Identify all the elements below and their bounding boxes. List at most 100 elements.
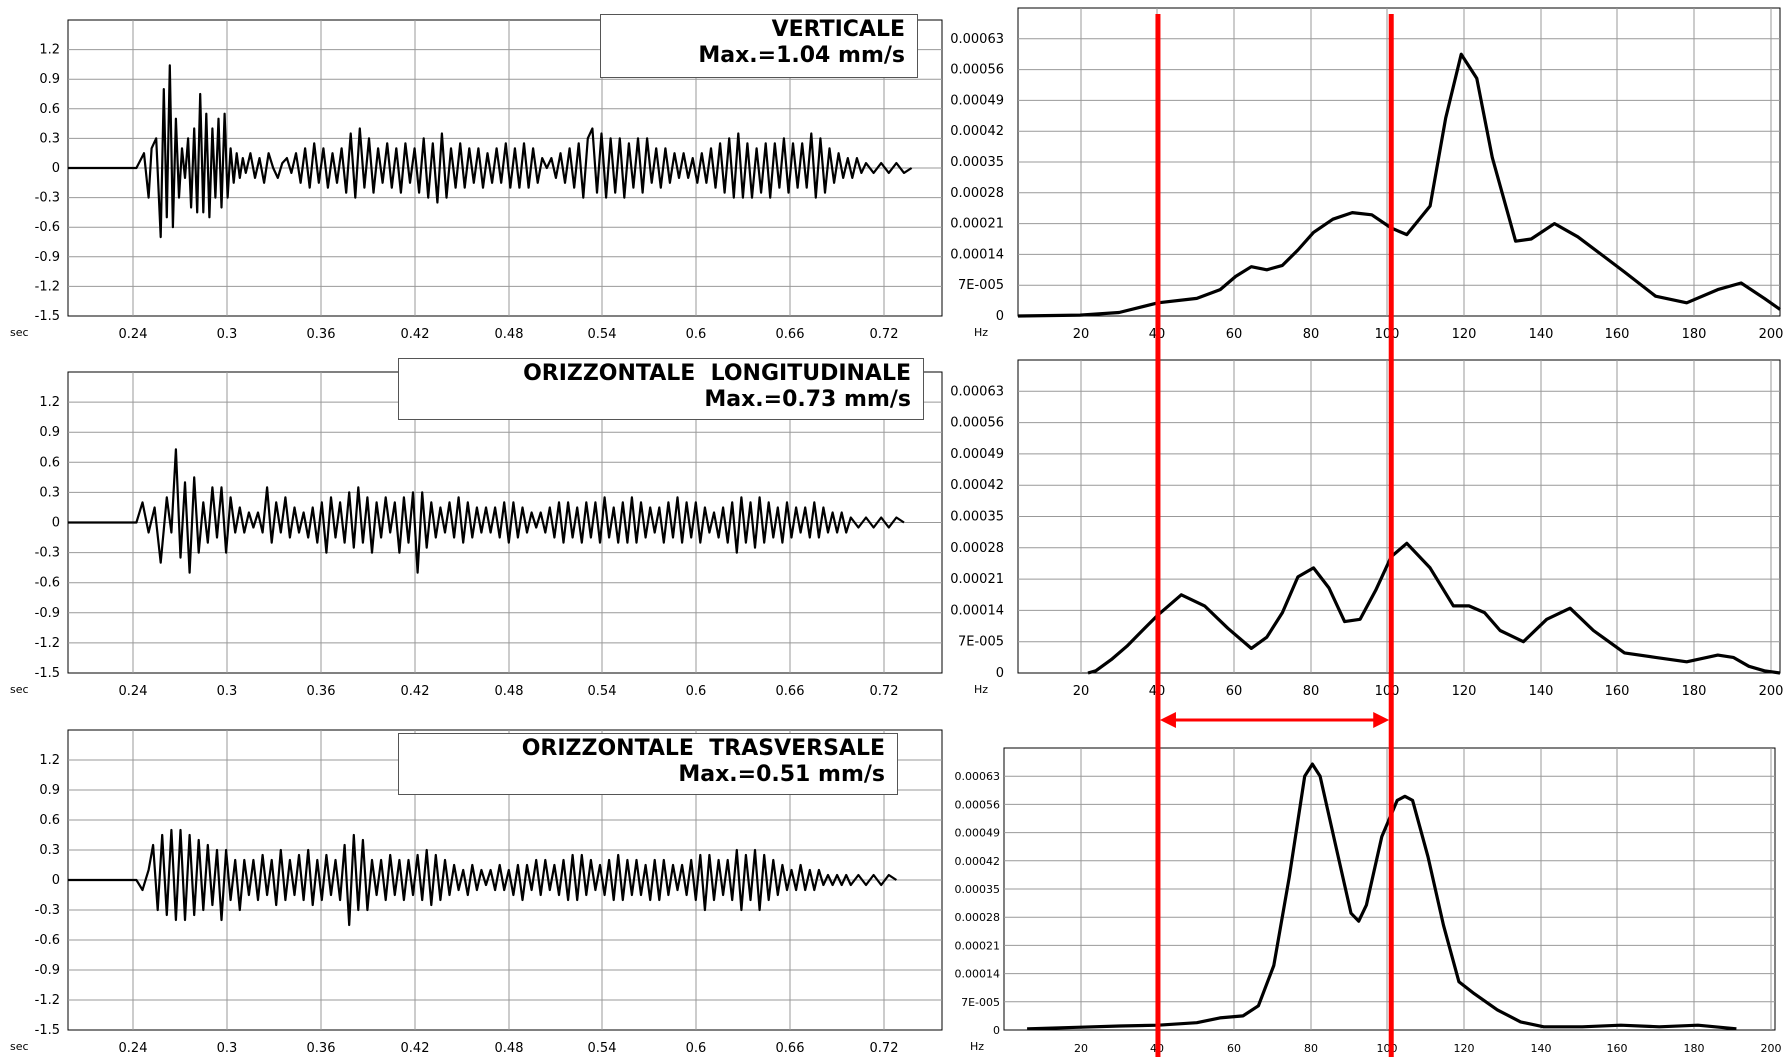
x-tick-label: 140 <box>1529 684 1554 699</box>
x-tick-label: 0.66 <box>776 684 805 699</box>
longitudinal-spectrum-chart: 0.00063 0.00056 0.00049 0.00042 0.00035 0.000… <box>950 359 1784 699</box>
y-tick-label: 0.3 <box>39 485 60 500</box>
longitudinal-title-box: ORIZZONTALE LONGITUDINALE Max.=0.73 mm/s <box>398 358 924 420</box>
x-tick-label: 0.72 <box>870 1041 899 1056</box>
transversal-title: ORIZZONTALE TRASVERSALE <box>521 736 885 761</box>
x-unit-label: Hz <box>974 683 988 696</box>
x-tick-label: 0.6 <box>686 684 707 699</box>
y-tick-label: 1.2 <box>39 395 60 410</box>
x-tick-label: 0.48 <box>495 684 524 699</box>
x-tick-label: 20 <box>1073 684 1090 699</box>
x-tick-label: 0.48 <box>495 1041 524 1056</box>
y-tick-label: 0.00035 <box>950 155 1004 170</box>
y-tick-label: 0.00042 <box>950 124 1004 139</box>
y-tick-label: -0.9 <box>35 250 60 265</box>
x-tick-label: 0.3 <box>217 1041 238 1056</box>
y-tick-label: 0 <box>52 516 60 531</box>
y-tick-label: 7E-005 <box>958 278 1004 293</box>
x-tick-label: 0.72 <box>870 684 899 699</box>
vertical-max-label: Max.=1.04 mm/s <box>698 43 905 68</box>
series-line <box>1027 762 1737 1031</box>
y-tick-label: -1.5 <box>35 309 60 324</box>
x-tick-label: 180 <box>1682 327 1707 342</box>
vertical-title: VERTICALE <box>771 17 905 42</box>
x-tick-label: 120 <box>1454 1042 1475 1055</box>
x-tick-label: 60 <box>1226 327 1243 342</box>
x-tick-label: 0.24 <box>119 1041 148 1056</box>
y-tick-label: 0.3 <box>39 131 60 146</box>
x-tick-label: 0.42 <box>401 684 430 699</box>
series-line <box>68 448 905 574</box>
y-tick-label: 1.2 <box>39 43 60 58</box>
y-tick-label: -0.6 <box>35 576 60 591</box>
x-tick-label: 60 <box>1226 684 1243 699</box>
x-tick-label: 180 <box>1684 1042 1705 1055</box>
y-tick-label: 0.00014 <box>950 603 1004 618</box>
longitudinal-max-label: Max.=0.73 mm/s <box>704 387 911 412</box>
y-tick-label: 0.00014 <box>955 968 1001 981</box>
y-tick-label: 0.00049 <box>950 447 1004 462</box>
y-tick-label: -1.5 <box>35 666 60 681</box>
x-tick-label: 80 <box>1304 1042 1318 1055</box>
frequency-range-markers <box>1155 14 1394 1057</box>
x-tick-label: 0.66 <box>776 327 805 342</box>
y-tick-label: 0.00028 <box>950 541 1004 556</box>
x-tick-label: 0.42 <box>401 327 430 342</box>
series-line <box>68 64 913 239</box>
y-tick-label: 0.6 <box>39 102 60 117</box>
y-tick-label: 0.3 <box>39 843 60 858</box>
y-tick-label: 0.00028 <box>955 911 1001 924</box>
x-tick-label: 180 <box>1682 684 1707 699</box>
y-tick-label: 0.9 <box>39 72 60 87</box>
y-tick-label: 0.00042 <box>950 478 1004 493</box>
series-line <box>1017 52 1781 318</box>
longitudinal-time-history-chart: 1.2 0.9 0.6 0.3 0 -0.3 -0.6 -0.9 -1.2 -1.5 0.24 0.3… <box>10 371 943 699</box>
x-tick-label: 0.24 <box>119 327 148 342</box>
y-tick-label: 0 <box>52 161 60 176</box>
x-tick-label: 200 <box>1761 1042 1782 1055</box>
series-line <box>68 828 898 927</box>
x-tick-label: 0.66 <box>776 1041 805 1056</box>
y-tick-label: -0.9 <box>35 963 60 978</box>
band-arrow-head-left <box>1159 712 1176 728</box>
x-tick-label: 200 <box>1759 684 1784 699</box>
x-unit-label: sec <box>10 1040 29 1053</box>
x-tick-label: 140 <box>1531 1042 1552 1055</box>
x-tick-label: 60 <box>1227 1042 1241 1055</box>
x-tick-label: 200 <box>1759 327 1784 342</box>
y-tick-label: 0.6 <box>39 455 60 470</box>
vertical-title-box: VERTICALE Max.=1.04 mm/s <box>600 14 918 78</box>
longitudinal-title: ORIZZONTALE LONGITUDINALE <box>523 361 911 386</box>
y-tick-label: 0.00056 <box>950 63 1004 78</box>
x-tick-label: 0.42 <box>401 1041 430 1056</box>
x-tick-label: 0.6 <box>686 1041 707 1056</box>
y-tick-label: 0.00035 <box>950 510 1004 525</box>
y-tick-label: -1.2 <box>35 993 60 1008</box>
x-unit-label: Hz <box>974 326 988 339</box>
x-tick-label: 20 <box>1073 327 1090 342</box>
y-tick-label: 0 <box>993 1024 1000 1037</box>
x-tick-label: 140 <box>1529 327 1554 342</box>
x-tick-label: 0.36 <box>307 327 336 342</box>
x-tick-label: 0.36 <box>307 684 336 699</box>
y-tick-label: 0 <box>996 666 1004 681</box>
x-unit-label: Hz <box>970 1040 984 1053</box>
x-tick-label: 100 <box>1377 1042 1398 1055</box>
y-tick-label: 7E-005 <box>958 635 1004 650</box>
y-tick-label: 0.9 <box>39 425 60 440</box>
y-tick-label: 0 <box>52 873 60 888</box>
x-tick-label: 80 <box>1303 684 1320 699</box>
y-tick-label: 0.00028 <box>950 186 1004 201</box>
y-tick-label: 0.00049 <box>955 827 1001 840</box>
y-tick-label: 0.00056 <box>950 416 1004 431</box>
x-tick-label: 80 <box>1303 327 1320 342</box>
y-tick-label: -1.2 <box>35 636 60 651</box>
y-tick-label: 0.00042 <box>955 855 1001 868</box>
y-tick-label: -1.2 <box>35 279 60 294</box>
y-tick-label: 0.00021 <box>950 217 1004 232</box>
x-tick-label: 160 <box>1605 327 1630 342</box>
y-tick-label: -0.3 <box>35 191 60 206</box>
x-tick-label: 0.54 <box>588 1041 617 1056</box>
x-unit-label: sec <box>10 683 29 696</box>
x-tick-label: 0.3 <box>217 327 238 342</box>
